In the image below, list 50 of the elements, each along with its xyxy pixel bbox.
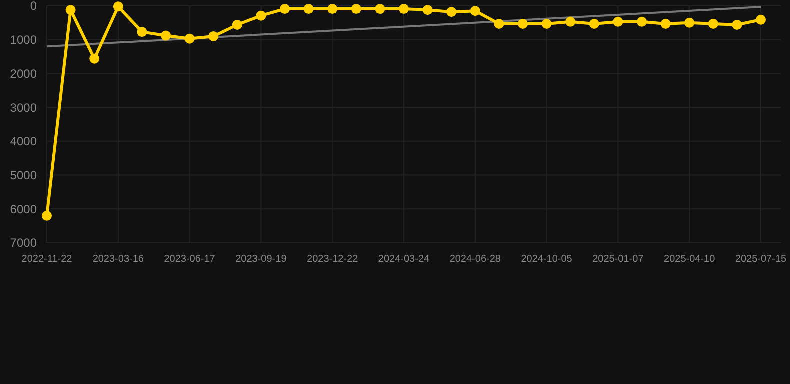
point	[422, 5, 433, 16]
x-tick-label: 2023-06-17	[164, 254, 216, 265]
point	[613, 16, 624, 27]
point	[589, 18, 600, 29]
x-tick-label: 2023-12-22	[307, 254, 359, 265]
x-tick-label: 2024-06-28	[450, 254, 502, 265]
point	[351, 4, 362, 14]
x-tick-label: 2023-03-16	[92, 254, 144, 265]
x-tick-label: 2025-04-10	[664, 254, 716, 265]
point	[256, 10, 266, 21]
point	[637, 16, 647, 27]
point	[208, 31, 219, 42]
point	[494, 18, 504, 29]
point	[732, 20, 742, 30]
point	[42, 210, 52, 221]
point	[113, 2, 124, 12]
y-tick-label: 5000	[10, 168, 38, 182]
point	[137, 27, 148, 38]
x-tick-label: 2025-01-07	[592, 254, 644, 265]
point	[542, 18, 552, 29]
point	[399, 4, 409, 14]
y-tick-label: 0	[30, 0, 38, 14]
point	[328, 4, 338, 14]
point	[446, 7, 457, 18]
point	[756, 14, 766, 25]
x-tick-label: 2024-03-24	[378, 254, 430, 265]
point	[304, 4, 314, 14]
point	[708, 18, 718, 29]
point	[518, 18, 528, 29]
point	[90, 54, 100, 64]
y-tick-label: 3000	[10, 100, 38, 115]
point	[280, 4, 290, 14]
point	[161, 30, 171, 41]
point	[232, 20, 242, 30]
point	[375, 4, 386, 14]
point	[184, 34, 195, 44]
point	[566, 16, 576, 27]
y-tick-label: 7000	[10, 236, 38, 250]
y-tick-label: 1000	[10, 33, 38, 48]
x-tick-label: 2025-07-15	[735, 254, 788, 265]
y-tick-label: 2000	[10, 66, 38, 81]
y-tick-label: 6000	[10, 202, 38, 216]
x-tick-label: 2024-10-05	[521, 254, 573, 265]
point	[660, 18, 671, 29]
point	[66, 5, 76, 16]
x-tick-label: 2023-09-19	[236, 254, 288, 265]
x-tick-label: 2022-11-22	[22, 254, 73, 265]
y-tick-label: 4000	[10, 134, 38, 149]
point	[470, 6, 480, 16]
point	[684, 18, 695, 28]
